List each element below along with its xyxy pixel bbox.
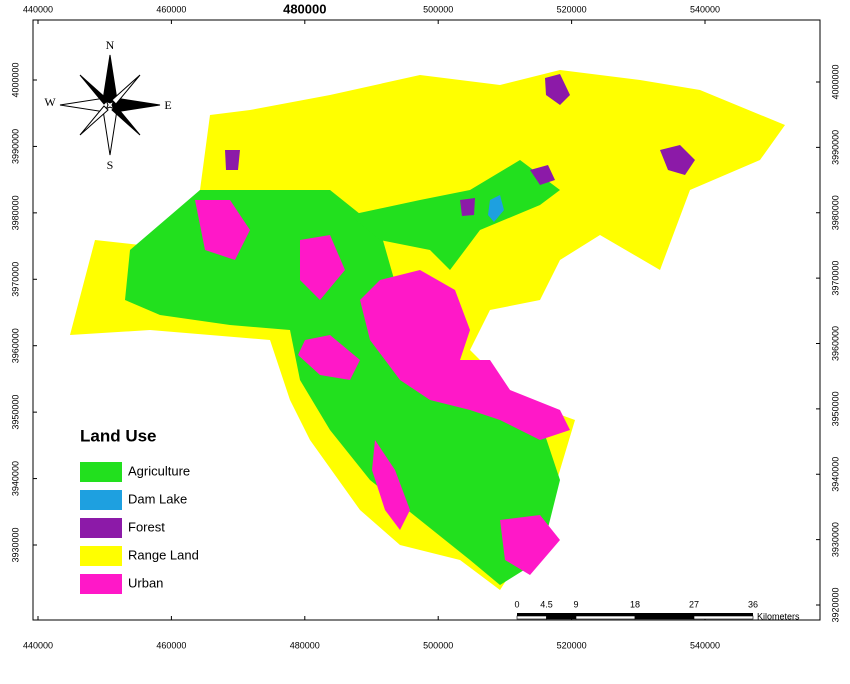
compass-rose (59, 54, 161, 156)
scale-bar-segment (693, 615, 754, 620)
legend-swatch (80, 518, 122, 538)
scale-bar-label: 27 (689, 599, 699, 609)
x-coordinate-label: 460000 (156, 4, 186, 14)
forest-area (530, 165, 555, 185)
legend-label: Range Land (128, 547, 199, 562)
x-coordinate-label: 480000 (283, 1, 326, 16)
compass-north: N (106, 38, 115, 52)
legend-swatch (80, 462, 122, 482)
x-coordinate-label: 540000 (690, 4, 720, 14)
y-coordinate-label: 4000000 (10, 62, 20, 97)
x-coordinate-label: 460000 (156, 640, 186, 650)
legend-label: Agriculture (128, 463, 190, 478)
scale-bar-segment (694, 613, 753, 616)
y-coordinate-label: 3940000 (10, 461, 20, 496)
dam-lake (488, 195, 504, 222)
scale-bar-segment (546, 613, 576, 616)
legend-label: Dam Lake (128, 491, 187, 506)
legend-swatch (80, 490, 122, 510)
forest-area (460, 198, 475, 216)
y-coordinate-label: 3930000 (10, 527, 20, 562)
forest-area (660, 145, 695, 175)
scale-bar-segment (546, 615, 577, 620)
compass-west: W (44, 95, 56, 109)
x-coordinate-label: 480000 (290, 640, 320, 650)
scale-bar-label: 18 (630, 599, 640, 609)
y-coordinate-label: 3940000 (830, 457, 840, 492)
y-coordinate-label: 3960000 (10, 328, 20, 363)
scale-bar-segment (576, 613, 635, 616)
forest-area (225, 150, 240, 170)
x-coordinate-label: 500000 (423, 4, 453, 14)
urban-area (372, 440, 410, 530)
agriculture-area (350, 160, 560, 270)
scale-bar-label: 0 (514, 599, 519, 609)
x-coordinate-label: 520000 (557, 640, 587, 650)
scale-bar-segment (635, 613, 694, 616)
compass-east: E (164, 98, 171, 112)
scale-bar-segment (517, 613, 547, 616)
y-coordinate-label: 3980000 (10, 195, 20, 230)
scale-bar-segment (634, 615, 695, 620)
scale-bar-segment (516, 615, 547, 620)
y-coordinate-label: 3930000 (830, 522, 840, 557)
scale-bar-label: 9 (573, 599, 578, 609)
urban-area (195, 200, 250, 260)
x-coordinate-label: 540000 (690, 640, 720, 650)
x-coordinate-label: 500000 (423, 640, 453, 650)
y-coordinate-label: 3950000 (830, 391, 840, 426)
urban-area (360, 270, 570, 440)
compass-south: S (107, 158, 114, 172)
scale-bar-segment (575, 615, 636, 620)
y-coordinate-label: 3920000 (830, 587, 840, 622)
x-coordinate-label: 440000 (23, 640, 53, 650)
x-coordinate-label: 520000 (557, 4, 587, 14)
y-coordinate-label: 3990000 (10, 129, 20, 164)
forest-area (545, 74, 570, 105)
x-coordinate-label: 440000 (23, 4, 53, 14)
scale-bar-unit: Kilometers (757, 611, 800, 621)
legend-label: Urban (128, 575, 163, 590)
legend-title: Land Use (80, 426, 157, 445)
legend-swatch (80, 546, 122, 566)
y-coordinate-label: 3960000 (830, 326, 840, 361)
legend-swatch (80, 574, 122, 594)
legend-label: Forest (128, 519, 165, 534)
scale-bar-label: 36 (748, 599, 758, 609)
y-coordinate-label: 3980000 (830, 195, 840, 230)
y-coordinate-label: 3950000 (10, 395, 20, 430)
y-coordinate-label: 3970000 (10, 262, 20, 297)
urban-area (300, 235, 345, 300)
scale-bar-label: 4.5 (540, 599, 553, 609)
urban-area (298, 335, 360, 380)
y-coordinate-label: 3990000 (830, 130, 840, 165)
urban-area (500, 515, 560, 575)
y-coordinate-label: 4000000 (830, 64, 840, 99)
y-coordinate-label: 3970000 (830, 261, 840, 296)
agriculture-area (125, 190, 560, 585)
